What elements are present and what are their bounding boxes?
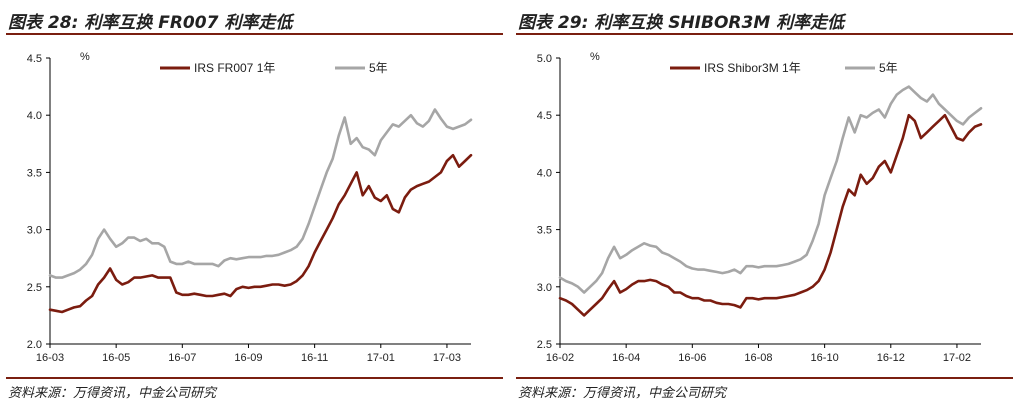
source-note: 资料来源：万得资讯，中金公司研究	[518, 386, 727, 401]
y-tick-label: 2.0	[27, 339, 42, 351]
y-tick-label: 5.0	[537, 53, 552, 65]
series-line-0	[48, 153, 473, 314]
y-axis-label: %	[590, 51, 600, 63]
legend-label-1: 5年	[879, 61, 898, 75]
x-tick-label: 16-10	[811, 352, 839, 364]
y-tick-label: 2.5	[537, 339, 552, 351]
title-divider	[6, 33, 503, 35]
y-tick-label: 3.5	[537, 225, 552, 237]
x-tick-label: 17-03	[433, 352, 461, 364]
series-line-1	[558, 85, 983, 294]
x-tick-label: 17-01	[367, 352, 395, 364]
legend-label-0: IRS FR007 1年	[194, 61, 275, 75]
y-tick-label: 3.5	[27, 167, 42, 179]
y-tick-label: 3.0	[537, 282, 552, 294]
y-tick-label: 4.5	[27, 53, 42, 65]
x-tick-label: 16-07	[168, 352, 196, 364]
footer-divider	[516, 377, 1013, 379]
y-tick-label: 2.5	[27, 282, 42, 294]
x-tick-label: 16-11	[301, 352, 328, 364]
y-tick-label: 4.0	[537, 167, 552, 179]
chart-panel-shibor3m: 图表 29: 利率互换 SHIBOR3M 利率走低 2.5 3.0 3.5 4.0 4.…	[516, 0, 1013, 407]
source-note: 资料来源：万得资讯，中金公司研究	[8, 386, 217, 401]
series-line-0	[558, 113, 983, 317]
series-line-1	[48, 108, 473, 279]
x-tick-label: 16-08	[744, 352, 772, 364]
x-tick-label: 16-05	[102, 352, 130, 364]
footer-divider	[6, 377, 503, 379]
legend-label-1: 5年	[369, 61, 388, 75]
x-tick-label: 16-12	[877, 352, 905, 364]
x-tick-label: 16-03	[36, 352, 64, 364]
y-tick-label: 3.0	[27, 225, 42, 237]
x-tick-label: 16-06	[678, 352, 706, 364]
chart-panel-fr007: 图表 28: 利率互换 FR007 利率走低 2.0 2.5 3.0 3.5 4.0 4.…	[6, 0, 503, 407]
line-chart-shibor3m: 2.5 3.0 3.5 4.0 4.5 5.0 % 16-02 16-04 16-06 16-08 1…	[537, 51, 983, 364]
y-tick-label: 4.0	[27, 110, 42, 122]
chart-title: 图表 29: 利率互换 SHIBOR3M 利率走低	[518, 13, 845, 33]
title-divider	[516, 33, 1013, 35]
chart-title: 图表 28: 利率互换 FR007 利率走低	[8, 13, 293, 33]
y-tick-label: 4.5	[537, 110, 552, 122]
x-tick-label: 17-02	[943, 352, 971, 364]
line-chart-fr007: 2.0 2.5 3.0 3.5 4.0 4.5 % 16-03 16-05 16-07 16-09 1…	[27, 51, 473, 364]
x-tick-label: 16-02	[546, 352, 574, 364]
x-tick-label: 16-04	[612, 352, 640, 364]
x-tick-label: 16-09	[234, 352, 262, 364]
legend-label-0: IRS Shibor3M 1年	[704, 61, 801, 75]
y-axis-label: %	[80, 51, 90, 63]
